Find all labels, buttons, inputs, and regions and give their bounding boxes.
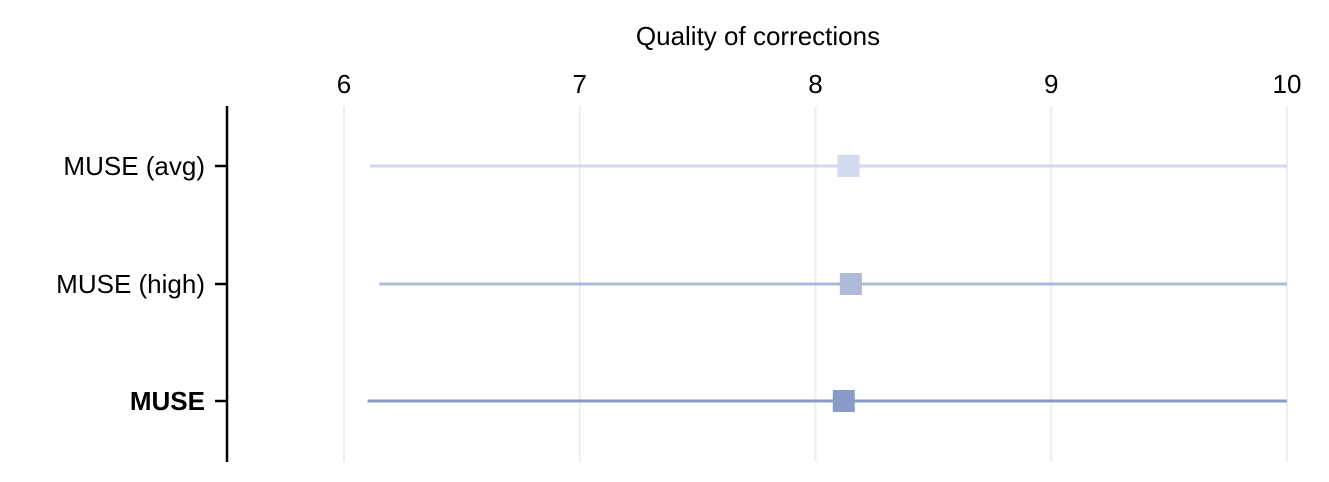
- x-tick-label: 6: [337, 69, 351, 99]
- row-1: MUSE (avg): [63, 151, 1287, 181]
- category-label: MUSE (high): [56, 269, 205, 299]
- point-marker: [832, 390, 855, 412]
- category-label: MUSE (avg): [63, 151, 205, 181]
- row-3: MUSE: [130, 386, 1287, 416]
- x-tick-label: 7: [573, 69, 587, 99]
- rows: MUSE (avg) MUSE (high) MUSE: [56, 151, 1287, 416]
- x-axis-title: Quality of corrections: [636, 21, 880, 51]
- row-2: MUSE (high): [56, 269, 1287, 299]
- x-tick-label: 8: [808, 69, 822, 99]
- point-marker: [837, 155, 860, 177]
- category-label: MUSE: [130, 386, 205, 416]
- x-axis-ticks: 6 7 8 9 10: [337, 69, 1302, 99]
- point-marker: [839, 273, 862, 295]
- x-tick-label: 9: [1044, 69, 1058, 99]
- x-tick-label: 10: [1273, 69, 1302, 99]
